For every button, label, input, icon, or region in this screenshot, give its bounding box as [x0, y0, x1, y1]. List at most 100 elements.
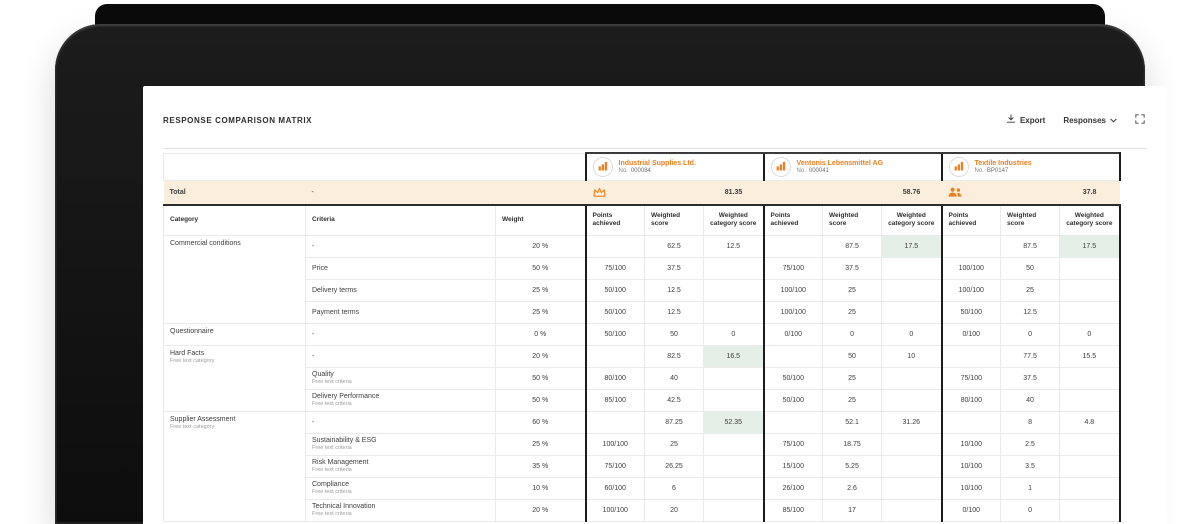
weighted-score-cell: 25	[822, 278, 883, 302]
criteria-name: Delivery terms	[312, 286, 357, 294]
supplier-logo	[770, 156, 791, 177]
weighted-category-score-cell	[702, 366, 765, 390]
supplier-card[interactable]: Industrial Supplies Ltd. No. 000084	[592, 156, 757, 177]
table-row: Price 50 % 75/100 37.5 75/100 37.5 100/100 50	[164, 256, 1121, 280]
supplier-number: No. 000041	[797, 168, 883, 174]
weighted-category-score-cell: 52.35	[702, 410, 765, 434]
points-achieved-cell: 0/100	[940, 498, 1002, 522]
criteria-name: Sustainability & ESG	[312, 437, 377, 444]
criteria-sublabel: Free text criteria	[312, 511, 352, 517]
supplier-card[interactable]: Textile Industries No. BP0147	[948, 156, 1113, 177]
table-row: Risk Management Free text criteria 35 % 75/…	[164, 454, 1121, 478]
weighted-score-cell: 62.5	[644, 234, 704, 258]
points-achieved-cell: 60/100	[584, 476, 645, 500]
weighted-category-score-cell	[881, 388, 943, 412]
header-divider	[163, 148, 1147, 149]
column-header: Weighted score	[644, 204, 704, 236]
weighted-category-score-cell	[1059, 366, 1121, 390]
points-achieved-cell: 75/100	[584, 256, 645, 280]
crown-icon	[592, 186, 639, 198]
table-row: Quality Free text criteria 50 % 80/100 40 50/…	[164, 366, 1121, 390]
points-achieved-cell: 100/100	[940, 278, 1002, 302]
points-achieved-cell: 85/100	[584, 388, 645, 412]
weighted-category-score-cell	[702, 278, 765, 302]
points-achieved-cell: 50/100	[940, 300, 1002, 324]
screen: RESPONSE COMPARISON MATRIX Export Respon…	[143, 86, 1167, 524]
weight-cell: 50 %	[495, 388, 586, 412]
empty-left-cell	[163, 152, 586, 181]
criteria-name: -	[312, 352, 315, 360]
weighted-score-cell: 12.5	[1000, 300, 1061, 324]
criteria-cell: Compliance Free text criteria	[305, 476, 496, 500]
responses-dropdown[interactable]: Responses	[1063, 116, 1117, 125]
category-sublabel: Free text category	[170, 423, 215, 430]
toolbar: Export Responses	[1006, 114, 1145, 126]
supplier-number-value: 000084	[630, 168, 651, 175]
points-achieved-cell: 10/100	[940, 432, 1002, 456]
column-header: Weighted category score	[1059, 204, 1121, 236]
total-spacer-cell	[822, 179, 882, 206]
points-achieved-cell: 15/100	[762, 454, 824, 478]
supplier-header-row: Industrial Supplies Ltd. No. 000084 Ventoni…	[163, 152, 1121, 181]
weighted-category-score-cell: 0	[702, 322, 765, 346]
total-badge-cell	[941, 179, 1001, 206]
total-badge-cell	[585, 179, 645, 206]
weighted-score-cell: 26.25	[644, 454, 704, 478]
table-row: Compliance Free text criteria 10 % 60/100 6 2…	[164, 476, 1121, 500]
category-cell: Questionnaire	[163, 322, 306, 346]
column-header: Weight	[495, 204, 586, 236]
weighted-score-cell: 2.6	[822, 476, 883, 500]
weight-cell: 25 %	[495, 432, 586, 456]
weighted-category-score-cell: 31.26	[881, 410, 943, 434]
page-title: RESPONSE COMPARISON MATRIX	[163, 115, 313, 125]
weighted-score-cell: 0	[1000, 322, 1061, 346]
weighted-category-score-cell	[881, 432, 943, 456]
points-achieved-cell: 50/100	[762, 366, 824, 390]
total-criteria-cell: -	[305, 179, 496, 206]
table-wrap: Industrial Supplies Ltd. No. 000084 Ventoni…	[163, 152, 1167, 522]
weighted-category-score-cell: 17.5	[1059, 234, 1121, 258]
points-achieved-cell: 50/100	[762, 388, 824, 412]
export-button[interactable]: Export	[1006, 114, 1045, 126]
total-row: Total - 81.35 58.76 37.8	[163, 179, 1120, 206]
points-achieved-cell	[940, 410, 1002, 434]
supplier-number: No. 000084	[619, 168, 696, 174]
criteria-sublabel: Free text criteria	[312, 401, 352, 407]
weighted-score-cell: 40	[644, 366, 704, 390]
points-achieved-cell: 75/100	[940, 366, 1002, 390]
points-achieved-cell: 50/100	[584, 300, 645, 324]
category-name: Questionnaire	[170, 327, 214, 335]
points-achieved-cell: 0/100	[940, 322, 1002, 346]
weight-cell: 25 %	[495, 300, 586, 324]
category-cell: Commercial conditions	[163, 234, 306, 324]
points-achieved-cell: 26/100	[762, 476, 824, 500]
points-achieved-cell	[940, 344, 1002, 368]
weighted-category-score-cell	[1059, 256, 1121, 280]
weighted-score-cell: 52.1	[822, 410, 883, 434]
points-achieved-cell: 10/100	[940, 454, 1002, 478]
points-achieved-cell: 0/100	[762, 322, 824, 346]
criteria-cell: Technical Innovation Free text criteria	[305, 498, 496, 522]
weighted-category-score-cell	[702, 388, 765, 412]
supplier-logo	[592, 156, 613, 177]
criteria-name: Price	[312, 264, 328, 272]
weight-cell: 50 %	[495, 366, 586, 390]
weighted-score-cell: 12.5	[644, 278, 704, 302]
criteria-cell: Risk Management Free text criteria	[305, 454, 496, 478]
weighted-category-score-cell	[881, 300, 943, 324]
weighted-score-cell: 25	[822, 388, 883, 412]
criteria-name: Compliance	[312, 481, 349, 488]
criteria-cell: Sustainability & ESG Free text criteria	[305, 432, 496, 456]
fullscreen-button[interactable]	[1135, 114, 1145, 126]
weighted-score-cell: 40	[1000, 388, 1061, 412]
supplier-card[interactable]: Ventonis Lebensmittel AG No. 000041	[770, 156, 935, 177]
supplier-info: Ventonis Lebensmittel AG No. 000041	[797, 159, 883, 174]
weighted-score-cell: 37.5	[1000, 366, 1061, 390]
weighted-score-cell: 25	[644, 432, 704, 456]
building-chart-icon	[954, 161, 964, 173]
points-achieved-cell	[584, 410, 645, 434]
weight-cell: 0 %	[495, 322, 586, 346]
total-weight-cell	[495, 179, 586, 206]
total-spacer-cell	[1000, 179, 1060, 206]
criteria-name: -	[312, 330, 315, 338]
